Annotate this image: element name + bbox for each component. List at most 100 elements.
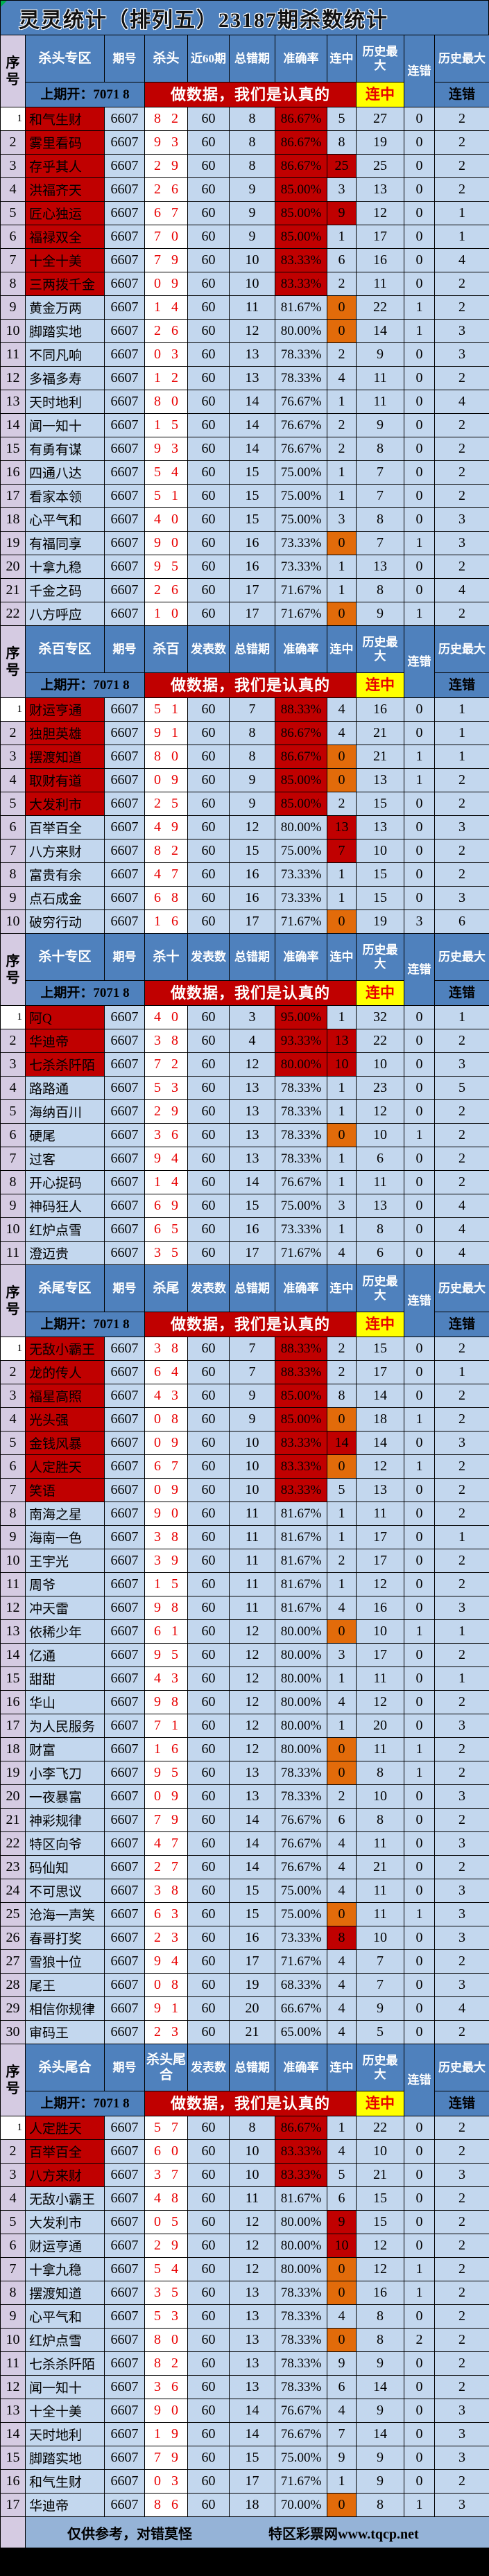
total-wrong-cell: 8 — [230, 107, 275, 131]
footer-seq-spacer — [1, 2517, 26, 2548]
expert-name-cell: 七杀杀阡陌 — [26, 1053, 105, 1077]
accuracy-header: 准确率 — [275, 1265, 327, 1312]
accuracy-cell: 83.33% — [275, 272, 327, 296]
streak-hit-cell: 4 — [327, 1974, 357, 1997]
streak-hit-cell: 2 — [327, 792, 357, 816]
hist-max-hit-cell: 12 — [357, 1573, 404, 1596]
accuracy-cell: 71.67% — [275, 2470, 327, 2494]
published-count-cell: 60 — [188, 1997, 230, 2021]
streak-miss-cell: 1 — [404, 2281, 435, 2305]
kill-numbers-cell: 9 1 — [145, 1997, 188, 2021]
streak-hit-cell: 4 — [327, 2021, 357, 2044]
expert-name-cell: 神彩规律 — [26, 1809, 105, 1832]
seq-cell: 4 — [1, 1408, 26, 1431]
table-row: 8 开心捉码 6607 1 4 60 14 76.67% 1 11 0 2 — [1, 1171, 489, 1194]
kill-numbers-cell: 1 5 — [145, 1573, 188, 1596]
streak-miss-cell: 0 — [404, 1950, 435, 1974]
hist-max-miss-cell: 3 — [435, 887, 489, 910]
accuracy-cell: 81.67% — [275, 2187, 327, 2211]
streak-miss-cell: 0 — [404, 1171, 435, 1194]
total-wrong-cell: 12 — [230, 1691, 275, 1714]
period-cell: 6607 — [105, 887, 145, 910]
period-cell: 6607 — [105, 1006, 145, 1029]
total-wrong-cell: 15 — [230, 508, 275, 532]
published-count-cell: 60 — [188, 1006, 230, 1029]
seq-cell: 6 — [1, 1124, 26, 1147]
hist-max-hit-cell: 14 — [357, 2376, 404, 2399]
hist-max-miss-cell: 2 — [435, 131, 489, 155]
total-wrong-cell: 16 — [230, 532, 275, 555]
seq-cell: 12 — [1, 1596, 26, 1620]
table-row: 17 华迪帝 6607 8 6 60 18 70.00% 0 8 1 3 — [1, 2494, 489, 2517]
hist-max-hit-cell: 11 — [357, 1667, 404, 1691]
accuracy-cell: 81.67% — [275, 1573, 327, 1596]
streak-hit-cell: 6 — [327, 2376, 357, 2399]
table-row: 5 海纳百川 6607 2 9 60 13 78.33% 1 12 0 2 — [1, 1100, 489, 1124]
published-count-cell: 60 — [188, 1242, 230, 1265]
streak-miss-cell: 0 — [404, 792, 435, 816]
accuracy-cell: 75.00% — [275, 1194, 327, 1218]
hist-max-hit-cell: 11 — [357, 1738, 404, 1761]
period-cell: 6607 — [105, 2234, 145, 2258]
slogan-banner: 做数据，我们是认真的 — [145, 1312, 357, 1337]
streak-hit-cell: 4 — [327, 367, 357, 390]
seq-cell: 17 — [1, 485, 26, 508]
kill-header: 杀十 — [145, 934, 188, 981]
expert-name-cell: 笑语 — [26, 1479, 105, 1502]
expert-name-cell: 不可思议 — [26, 1879, 105, 1903]
expert-name-cell: 特区向爷 — [26, 1832, 105, 1856]
period-cell: 6607 — [105, 1809, 145, 1832]
seq-cell: 12 — [1, 2376, 26, 2399]
period-cell: 6607 — [105, 2021, 145, 2044]
accuracy-cell: 66.67% — [275, 1997, 327, 2021]
last-draw-label: 上期开：7071 8 — [26, 673, 145, 698]
total-wrong-cell: 14 — [230, 1171, 275, 1194]
expert-name-cell: 沧海一声笑 — [26, 1903, 105, 1926]
accuracy-cell: 65.00% — [275, 2021, 327, 2044]
seq-cell: 6 — [1, 1455, 26, 1479]
hist-max-hit-cell: 8 — [357, 2494, 404, 2517]
expert-name-cell: 相信你规律 — [26, 1997, 105, 2021]
period-cell: 6607 — [105, 1029, 145, 1053]
published-count-cell: 60 — [188, 2211, 230, 2234]
seq-cell: 7 — [1, 1479, 26, 1502]
total-wrong-cell: 10 — [230, 2164, 275, 2187]
streak-hit-cell: 8 — [327, 1926, 357, 1950]
seq-cell: 6 — [1, 225, 26, 249]
streak-hit-header: 连中 — [327, 35, 357, 82]
hist-max-miss-cell: 2 — [435, 461, 489, 485]
published-count-cell: 60 — [188, 863, 230, 887]
hist-max-hit-cell: 12 — [357, 2234, 404, 2258]
period-cell: 6607 — [105, 745, 145, 769]
total-wrong-cell: 7 — [230, 698, 275, 722]
streak-miss-cell: 0 — [404, 2376, 435, 2399]
hist-max-miss-cell: 2 — [435, 1573, 489, 1596]
published-count-cell: 60 — [188, 602, 230, 626]
kill-numbers-cell: 0 9 — [145, 272, 188, 296]
accuracy-cell: 78.33% — [275, 367, 327, 390]
published-count-cell: 60 — [188, 2116, 230, 2140]
accuracy-cell: 75.00% — [275, 461, 327, 485]
published-count-cell: 60 — [188, 1479, 230, 1502]
streak-hit-cell: 8 — [327, 131, 357, 155]
hist-max-hit-cell: 11 — [357, 1832, 404, 1856]
seq-cell: 17 — [1, 1714, 26, 1738]
kill-numbers-cell: 4 3 — [145, 1384, 188, 1408]
hist-max-hit-cell: 10 — [357, 1785, 404, 1809]
published-header: 发表数 — [188, 2044, 230, 2091]
published-count-cell: 60 — [188, 437, 230, 461]
hist-max-miss-header: 历史最大 — [435, 1265, 489, 1312]
accuracy-cell: 85.00% — [275, 178, 327, 202]
published-count-cell: 60 — [188, 1029, 230, 1053]
hist-max-miss-cell: 2 — [435, 1856, 489, 1879]
total-wrong-cell: 13 — [230, 2281, 275, 2305]
seq-cell: 5 — [1, 1431, 26, 1455]
accuracy-cell: 83.33% — [275, 2140, 327, 2164]
streak-miss-cell: 0 — [404, 722, 435, 745]
seq-cell: 18 — [1, 508, 26, 532]
period-cell: 6607 — [105, 2446, 145, 2470]
hist-max-miss-cell: 3 — [435, 1431, 489, 1455]
kill-section: 序号 杀百专区 期号 杀百 发表数 总错期 准确率 连中 历史最大 连错 历史最… — [1, 626, 489, 934]
hist-max-miss-cell: 2 — [435, 485, 489, 508]
period-cell: 6607 — [105, 1926, 145, 1950]
